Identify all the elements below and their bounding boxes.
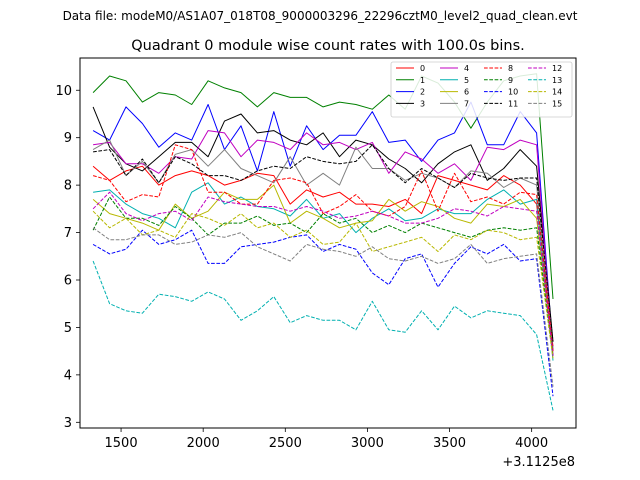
legend-label-8: 8	[508, 64, 513, 73]
x-tick-label: 4000	[515, 436, 548, 451]
x-tick-label: 3500	[433, 436, 466, 451]
x-axis-offset-label: +3.1125e8	[502, 455, 575, 470]
y-tick-label: 6	[64, 274, 72, 289]
legend-label-5: 5	[464, 76, 469, 85]
y-tick-label: 9	[64, 131, 72, 146]
y-tick-label: 7	[64, 226, 72, 241]
plot-frame	[79, 57, 577, 429]
x-tick-label: 1500	[105, 436, 138, 451]
legend-label-3: 3	[420, 99, 425, 108]
legend-label-12: 12	[552, 64, 562, 73]
y-tick-label: 3	[64, 416, 72, 431]
series-line-9	[92, 196, 554, 356]
x-tick-label: 2500	[269, 436, 302, 451]
x-tick-label: 3000	[351, 436, 384, 451]
y-tick-label: 8	[64, 179, 72, 194]
series-line-1	[92, 73, 554, 300]
series-line-11	[93, 144, 554, 342]
legend-label-0: 0	[420, 64, 425, 73]
series-line-13	[92, 260, 554, 411]
series-line-3	[92, 106, 554, 342]
legend-label-6: 6	[464, 88, 469, 97]
legend-label-11: 11	[508, 99, 518, 108]
series-line-8	[92, 144, 554, 352]
series-line-0	[92, 165, 554, 347]
legend-label-14: 14	[552, 88, 562, 97]
legend-label-13: 13	[552, 76, 562, 85]
y-axis: 3 4 5 6 7 8 9 10	[55, 84, 80, 431]
legend-frame	[390, 61, 573, 118]
series-line-15	[92, 227, 554, 387]
x-tick-label: 2000	[187, 436, 220, 451]
legend-label-15: 15	[552, 99, 562, 108]
chart-title: Quadrant 0 module wise count rates with …	[131, 38, 525, 54]
y-tick-label: 4	[64, 368, 72, 383]
y-tick-label: 5	[64, 321, 72, 336]
legend-label-2: 2	[420, 88, 425, 97]
y-tick-label: 10	[55, 84, 72, 99]
x-axis: 1500 2000 2500 3000 3500 4000	[105, 428, 548, 451]
legend-label-7: 7	[464, 99, 469, 108]
legend-label-4: 4	[464, 64, 469, 73]
legend-label-10: 10	[508, 88, 518, 97]
legend-label-1: 1	[420, 76, 425, 85]
figure-suptitle: Data file: modeM0/AS1A07_018T08_90000032…	[63, 9, 578, 23]
series-line-14	[92, 210, 554, 359]
series-line-12	[92, 191, 554, 356]
series-layer	[92, 73, 554, 411]
legend-label-9: 9	[508, 76, 513, 85]
